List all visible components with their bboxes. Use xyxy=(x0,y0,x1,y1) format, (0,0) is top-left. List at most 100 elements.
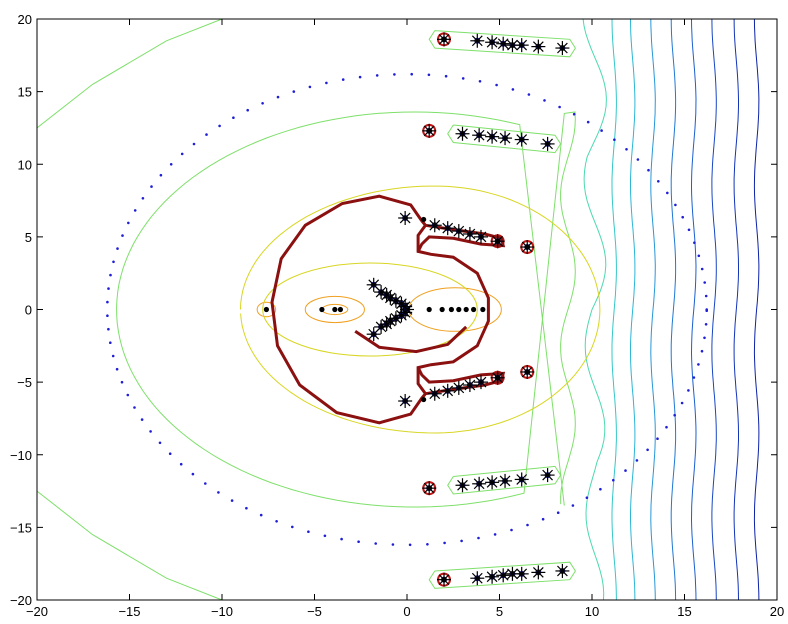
y-tick-label: −10 xyxy=(10,448,32,463)
dotted-circle-point xyxy=(704,294,708,298)
chain-contour xyxy=(447,465,562,495)
star-marker xyxy=(505,566,520,581)
star-marker xyxy=(474,375,488,390)
dotted-circle-point xyxy=(599,487,602,491)
dotted-circle-point xyxy=(674,203,677,207)
inner-contour xyxy=(240,185,601,434)
dotted-circle-point xyxy=(246,108,249,112)
dotted-circle-point xyxy=(511,88,515,91)
dotted-circle-point xyxy=(693,241,696,244)
dotted-circle-point xyxy=(127,221,130,225)
x-tick-label: −15 xyxy=(118,604,140,619)
star-marker xyxy=(505,38,520,53)
corner-contour-bottom-left xyxy=(37,490,223,600)
star-marker xyxy=(462,226,477,241)
dotted-circle-point xyxy=(107,327,110,331)
dotted-circle-point xyxy=(159,173,163,177)
star-marker xyxy=(485,475,500,490)
outer-contour xyxy=(116,111,576,508)
dotted-circle-point xyxy=(292,90,296,93)
dotted-circle-point xyxy=(527,93,531,96)
chain-contour xyxy=(428,30,576,58)
star-marker xyxy=(496,36,511,51)
dotted-circle-point xyxy=(276,95,280,99)
dotted-circle-point xyxy=(704,323,708,326)
y-tick-label: −15 xyxy=(10,520,32,535)
star-marker xyxy=(540,468,555,483)
star-marker xyxy=(531,565,546,580)
dotted-circle-point xyxy=(191,472,195,476)
dotted-circle-point xyxy=(705,309,708,313)
dot-marker xyxy=(495,375,501,381)
dotted-circle-point xyxy=(116,247,119,250)
vertical-contour-line xyxy=(630,19,636,600)
star-marker xyxy=(472,128,487,143)
dotted-circle-point xyxy=(357,540,360,543)
chain-contour xyxy=(447,124,562,154)
dotted-circle-point xyxy=(613,138,616,141)
dotted-circle-point xyxy=(681,215,684,219)
dotted-circle-point xyxy=(150,185,153,188)
dotted-circle-point xyxy=(427,73,431,77)
dotted-circle-point xyxy=(687,228,691,232)
dotted-circle-point xyxy=(572,112,576,116)
dotted-circle-point xyxy=(261,102,264,105)
dotted-circle-point xyxy=(374,542,378,545)
dotted-circle-point xyxy=(541,517,545,521)
x-tick-label: 10 xyxy=(585,604,599,619)
dotted-circle-point xyxy=(571,504,575,507)
star-marker xyxy=(440,221,455,236)
boundary-interior-arc xyxy=(354,325,468,354)
star-marker xyxy=(398,305,413,320)
star-marker xyxy=(455,478,470,493)
star-marker xyxy=(485,35,500,50)
star-marker xyxy=(427,386,442,401)
dotted-circle-point xyxy=(692,376,696,379)
dotted-circle-point xyxy=(697,254,701,258)
dot-marker xyxy=(263,306,269,313)
core-contour-far-left xyxy=(256,301,277,318)
dotted-circle-point xyxy=(477,536,480,540)
y-tick-label: −5 xyxy=(17,375,32,390)
dotted-circle-point xyxy=(558,105,561,109)
dotted-circle-point xyxy=(443,541,446,545)
y-tick-label: 10 xyxy=(18,157,32,172)
dotted-circle-point xyxy=(259,513,263,517)
dotted-circle-point xyxy=(180,152,184,156)
dotted-circle-point xyxy=(169,163,173,166)
dotted-circle-point xyxy=(375,74,379,77)
dotted-circle-point xyxy=(107,287,110,290)
x-tick-label: 15 xyxy=(677,604,691,619)
y-tick-label: 0 xyxy=(25,303,32,318)
star-marker xyxy=(398,210,413,225)
star-marker xyxy=(485,129,500,144)
dotted-circle-point xyxy=(408,543,412,547)
dotted-circle-point xyxy=(636,158,640,161)
dotted-circle-point xyxy=(325,81,328,85)
dotted-circle-point xyxy=(218,124,221,128)
star-marker xyxy=(440,383,455,398)
dot-marker xyxy=(426,306,432,313)
star-marker xyxy=(451,380,466,395)
x-tick-label: 20 xyxy=(770,604,784,619)
dotted-circle-point xyxy=(646,448,649,452)
dotted-circle-point xyxy=(673,413,676,417)
dot-marker xyxy=(421,396,427,403)
star-marker xyxy=(427,218,442,233)
star-marker xyxy=(514,132,529,147)
dotted-circle-point xyxy=(510,528,513,532)
dotted-circle-point xyxy=(217,491,220,494)
dotted-circle-point xyxy=(625,148,628,151)
dotted-circle-point xyxy=(703,336,706,340)
dotted-circle-point xyxy=(391,543,395,546)
star-marker xyxy=(472,476,487,491)
dotted-circle-point xyxy=(141,197,145,200)
vertical-contour-line xyxy=(611,19,617,600)
dotted-circle-point xyxy=(703,281,706,284)
dotted-circle-point xyxy=(109,273,112,277)
vertical-contour-line xyxy=(733,19,739,600)
vertical-contour-line xyxy=(670,19,677,600)
star-marker xyxy=(470,571,485,586)
vertical-contour-line xyxy=(650,19,656,600)
